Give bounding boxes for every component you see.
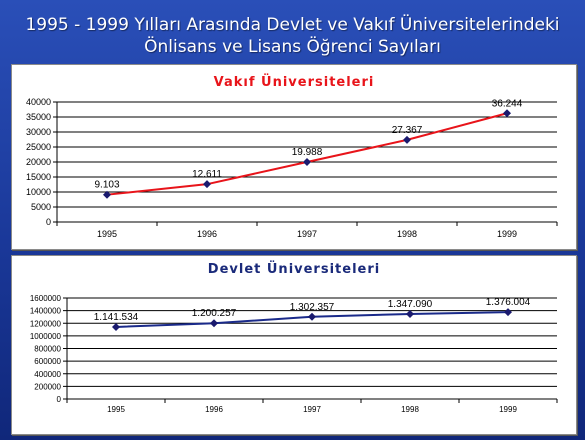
devlet-chart-panel: Devlet Üniversiteleri 0 200000 400000 60000…	[11, 255, 577, 435]
devlet-chart-title: Devlet Üniversiteleri	[207, 262, 381, 277]
devlet-data-point	[210, 319, 218, 328]
page-title: 1995 - 1999 Yılları Arasında Devlet ve V…	[0, 14, 585, 58]
devlet-data-label: 1.302.357	[290, 302, 335, 313]
devlet-data-label: 1.141.534	[94, 312, 139, 323]
vakif-data-point	[103, 190, 111, 199]
devlet-line-chart: 0 200000 400000 600000 800000 1000000 1200000 1…	[30, 294, 558, 414]
devlet-x-tick-label: 1996	[205, 405, 223, 414]
vakif-y-tick-label: 5000	[31, 202, 51, 212]
devlet-data-point	[504, 308, 512, 317]
devlet-x-tick-label: 1999	[499, 405, 517, 414]
devlet-data-point	[406, 309, 414, 318]
devlet-y-tick-label: 1200000	[30, 319, 62, 328]
vakif-x-tick-label: 1999	[497, 229, 517, 239]
vakif-x-tick-label: 1998	[397, 229, 417, 239]
devlet-x-tick-label: 1995	[107, 405, 125, 414]
devlet-data-label: 1.200.257	[192, 308, 237, 319]
vakif-y-tick-label: 0	[46, 217, 51, 227]
page-title-line-2: Önlisans ve Lisans Öğrenci Sayıları	[144, 37, 441, 57]
vakif-x-tick-label: 1995	[97, 229, 117, 239]
devlet-y-tick-label: 800000	[34, 345, 61, 354]
vakif-x-tick-label: 1996	[197, 229, 217, 239]
devlet-y-tick-label: 200000	[34, 382, 61, 391]
devlet-data-label: 1.347.090	[388, 299, 433, 310]
vakif-data-point	[203, 180, 211, 189]
devlet-data-label: 1.376.004	[486, 297, 531, 308]
vakif-data-label: 36.244	[492, 98, 523, 109]
devlet-x-tick-label: 1997	[303, 405, 321, 414]
vakif-chart-title: Vakıf Üniversiteleri	[213, 75, 375, 90]
vakif-data-point	[303, 158, 311, 167]
vakif-data-point	[403, 135, 411, 144]
vakif-chart-panel: Vakıf Üniversiteleri 0 5000 10000 15000 2000…	[11, 64, 577, 250]
devlet-data-point	[308, 312, 316, 321]
vakif-data-label: 19.988	[292, 147, 323, 158]
vakif-y-tick-label: 20000	[26, 157, 51, 167]
vakif-line-chart: 0 5000 10000 15000 20000 25000 30000 35000 40000…	[26, 97, 558, 239]
vakif-y-tick-label: 10000	[26, 187, 51, 197]
devlet-y-tick-label: 600000	[34, 357, 61, 366]
vakif-data-label: 12.611	[192, 169, 222, 180]
vakif-y-tick-label: 25000	[26, 142, 51, 152]
devlet-y-tick-label: 1600000	[30, 294, 62, 303]
vakif-data-label: 27.367	[392, 125, 423, 136]
vakif-data-label: 9.103	[94, 180, 119, 191]
vakif-y-tick-label: 15000	[26, 172, 51, 182]
vakif-x-tick-label: 1997	[297, 229, 317, 239]
devlet-data-point	[112, 322, 120, 331]
vakif-y-tick-label: 30000	[26, 127, 51, 137]
vakif-y-tick-label: 40000	[26, 97, 51, 107]
devlet-y-tick-label: 400000	[34, 370, 61, 379]
devlet-y-tick-label: 1400000	[30, 307, 62, 316]
vakif-y-tick-label: 35000	[26, 112, 51, 122]
devlet-y-tick-label: 1000000	[30, 332, 62, 341]
vakif-data-point	[503, 109, 511, 118]
devlet-x-tick-label: 1998	[401, 405, 419, 414]
devlet-y-tick-label: 0	[57, 395, 62, 404]
page-title-line-1: 1995 - 1999 Yılları Arasında Devlet ve V…	[25, 15, 560, 35]
